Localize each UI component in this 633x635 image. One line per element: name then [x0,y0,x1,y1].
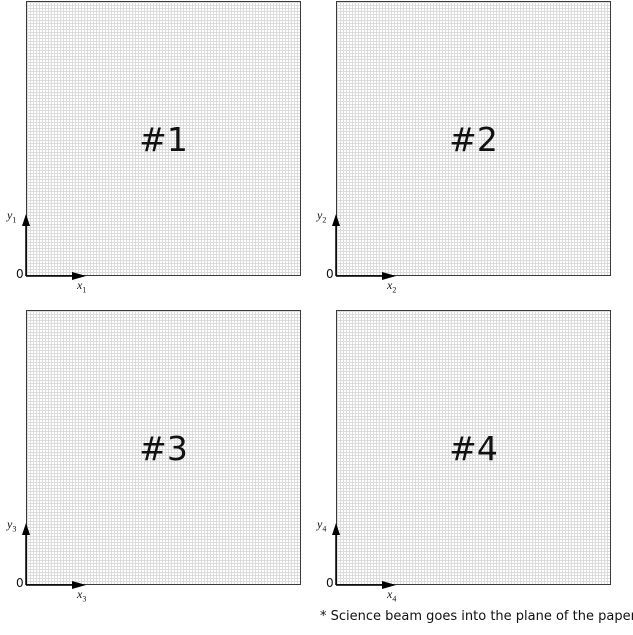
y-axis-label-3: y3 [7,517,17,534]
x-axis-label-3: x3 [77,587,87,604]
x-axis-label-1: x1 [77,278,87,295]
origin-label-4: 0 [326,576,334,590]
panel-label-1: #1 [139,120,188,159]
x-axis-label-4: x4 [387,587,397,604]
footnote: * Science beam goes into the plane of th… [320,609,633,624]
y-axis-label-2: y2 [317,208,327,225]
origin-label-2: 0 [326,267,334,281]
origin-label-1: 0 [16,267,24,281]
panel-label-3: #3 [139,429,188,468]
x-axis-label-2: x2 [387,278,397,295]
panel-label-4: #4 [449,429,498,468]
grid-panel-3: #3 [26,310,301,585]
grid-panel-4: #4 [336,310,611,585]
grid-panel-1: #1 [26,1,301,276]
y-axis-label-4: y4 [317,517,327,534]
grid-panel-2: #2 [336,1,611,276]
panel-label-2: #2 [449,120,498,159]
origin-label-3: 0 [16,576,24,590]
y-axis-label-1: y1 [7,208,17,225]
